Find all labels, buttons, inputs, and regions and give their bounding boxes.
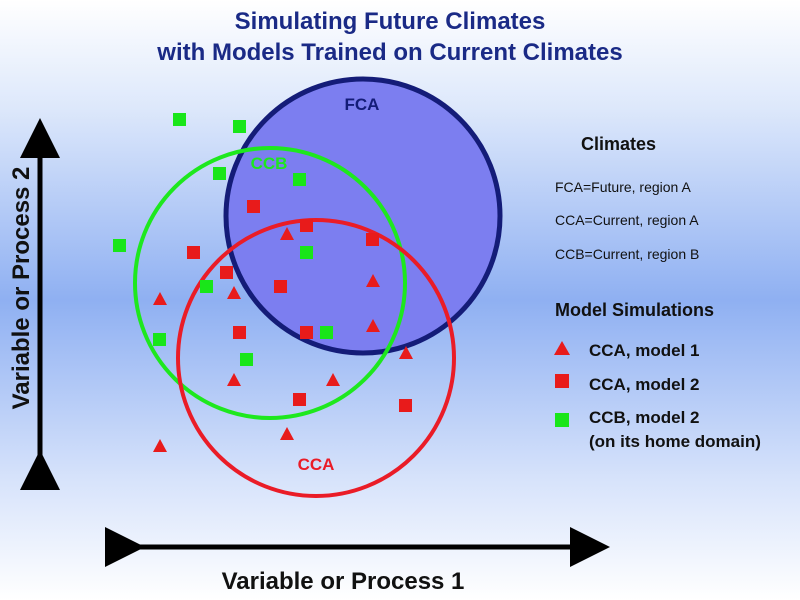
climate-ccb: CCB=Current, region B xyxy=(555,246,700,262)
cca-model-2-point xyxy=(187,246,200,259)
red-square-marker-icon xyxy=(555,374,569,388)
cca-model-1-point xyxy=(153,439,167,452)
sim-cca-model-2: CCA, model 2 xyxy=(589,375,700,394)
cca-model-1-point xyxy=(227,286,241,299)
cca-model-2-point xyxy=(399,399,412,412)
cca-model-1-point xyxy=(227,373,241,386)
x-axis-label: Variable or Process 1 xyxy=(221,568,465,595)
cca-model-1-point xyxy=(280,427,294,440)
cca-model-1-point xyxy=(280,227,294,240)
ccb-model-2-point xyxy=(300,246,313,259)
cca-model-2-point xyxy=(274,280,287,293)
ccb-model-2-point xyxy=(233,120,246,133)
title-line-1: Simulating Future Climates xyxy=(234,8,546,35)
sim-ccb-model-2: CCB, model 2 xyxy=(589,408,700,427)
cca-model-2-point xyxy=(233,326,246,339)
sim-ccb-model-2-note: (on its home domain) xyxy=(589,432,761,451)
sim-cca-model-1: CCA, model 1 xyxy=(589,341,700,360)
ccb-model-2-point xyxy=(153,333,166,346)
ccb-model-2-point xyxy=(113,239,126,252)
cca-model-2-point xyxy=(293,393,306,406)
ccb-model-2-point xyxy=(240,353,253,366)
ccb-model-2-point xyxy=(320,326,333,339)
cca-model-1-point xyxy=(366,319,380,332)
cca-model-2-point xyxy=(220,266,233,279)
fca-label: FCA xyxy=(345,95,380,114)
ccb-model-2-point xyxy=(213,167,226,180)
simulation-points xyxy=(113,113,413,452)
climates-heading: Climates xyxy=(581,134,657,154)
cca-label: CCA xyxy=(298,455,335,474)
ccb-circle xyxy=(133,146,407,420)
cca-model-1-point xyxy=(366,274,380,287)
cca-circle xyxy=(176,218,456,498)
fca-circle xyxy=(223,76,503,356)
ccb-model-2-point xyxy=(293,173,306,186)
climate-cca: CCA=Current, region A xyxy=(555,212,699,228)
green-square-marker-icon xyxy=(555,413,569,427)
triangle-marker-icon xyxy=(554,341,570,355)
cca-model-2-point xyxy=(247,200,260,213)
title-line-2: with Models Trained on Current Climates xyxy=(157,39,623,66)
ccb-model-2-point xyxy=(200,280,213,293)
climate-fca: FCA=Future, region A xyxy=(555,179,691,195)
ccb-label: CCB xyxy=(251,154,288,173)
cca-model-1-point xyxy=(326,373,340,386)
cca-model-2-point xyxy=(366,233,379,246)
cca-model-1-point xyxy=(399,346,413,359)
simulations-heading: Model Simulations xyxy=(555,300,715,320)
ccb-model-2-point xyxy=(173,113,186,126)
cca-model-2-point xyxy=(300,326,313,339)
cca-model-1-point xyxy=(153,292,167,305)
cca-model-2-point xyxy=(300,219,313,232)
y-axis-label: Variable or Process 2 xyxy=(8,166,35,410)
